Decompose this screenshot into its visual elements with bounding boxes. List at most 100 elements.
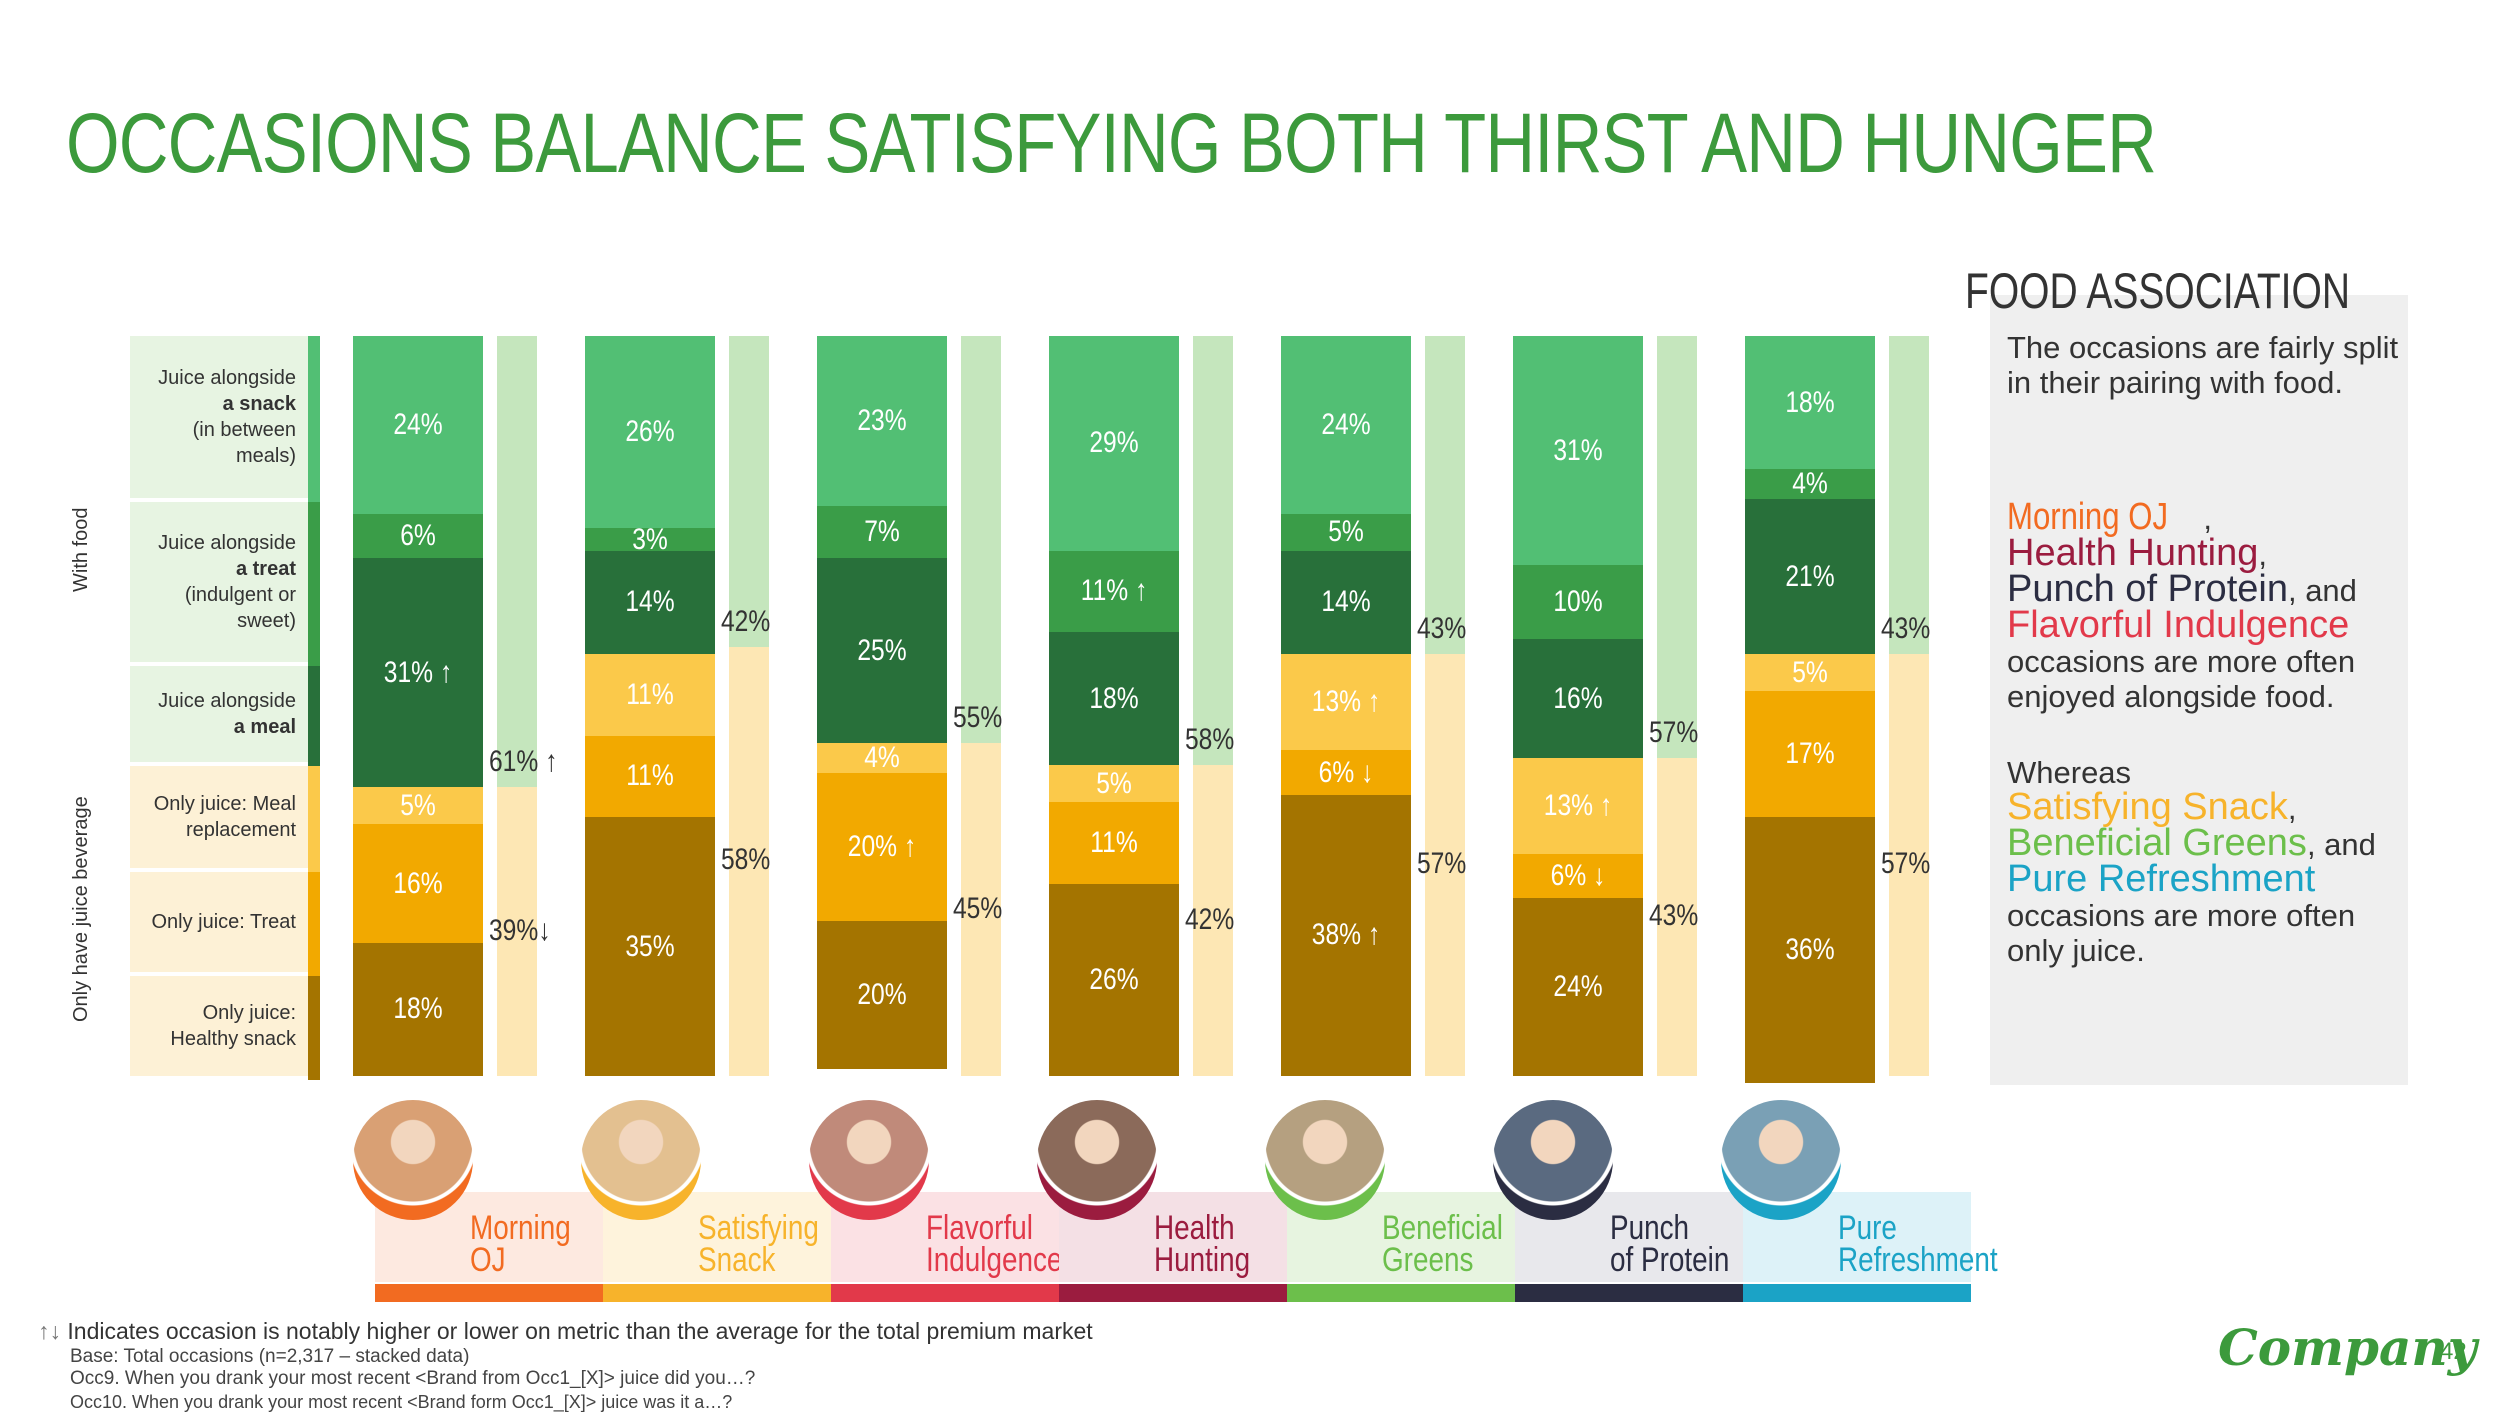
total-bar-only-juice [1657, 757, 1697, 1076]
occasion-color-bar [375, 1284, 603, 1302]
occasion-color-bar [603, 1284, 831, 1302]
bar-segment [353, 336, 483, 514]
row-label-text: Juice alongside [158, 690, 296, 712]
bar-segment [353, 787, 483, 825]
group-label-with-food: With food [70, 507, 92, 592]
total-label-with-food: 57% [1649, 715, 1699, 749]
side-title: FOOD ASSOCIATION [1965, 263, 2351, 319]
base-note: Base: Total occasions (n=2,317 – stacked… [70, 1346, 470, 1367]
total-label-with-food: 55% [953, 701, 1003, 734]
bar-segment [1281, 794, 1411, 1076]
occasion-photo [1265, 1100, 1385, 1220]
total-label-only-juice: 42% [1185, 902, 1235, 936]
data-label: 21% [1785, 559, 1835, 593]
data-label: 14% [1321, 585, 1371, 619]
bar-segment [585, 550, 715, 655]
total-label-only-juice: 57% [1417, 847, 1467, 881]
data-label: 5% [1096, 766, 1132, 800]
bar-segment [1745, 336, 1875, 470]
total-label-only-juice: 45% [953, 891, 1003, 925]
bar-segment [1745, 691, 1875, 817]
legend-swatch [308, 976, 320, 1080]
row-bg-only-treat [130, 872, 308, 972]
row-bg-healthy [130, 976, 308, 1076]
row-bg-meal [130, 666, 308, 762]
bar-segment [1281, 550, 1411, 655]
data-label: 3% [632, 522, 668, 556]
bar-segment [817, 558, 947, 743]
bar-segment [1745, 817, 1875, 1084]
row-label-post: (in between meals) [192, 419, 296, 467]
total-bar-only-juice [1193, 765, 1233, 1076]
total-bar-only-juice [1425, 654, 1465, 1076]
data-label: 31% ↑ [383, 655, 453, 689]
row-label-post: (indulgent or sweet) [184, 584, 296, 632]
row-bg-mealrep [130, 766, 308, 868]
bar-segment [1281, 513, 1411, 551]
data-label: 23% [857, 404, 907, 438]
row-label: Only juice: Meal replacement [130, 766, 310, 868]
total-label-only-juice: 57% [1881, 847, 1931, 881]
occasion-name: Flavorful Indulgence [926, 1209, 1063, 1279]
data-label: 7% [864, 515, 900, 549]
data-label: 5% [1328, 515, 1364, 549]
total-bar-with-food [1889, 336, 1929, 655]
total-label-with-food: 61% ↑ [489, 745, 558, 779]
group-label-only-juice: Only have juice beverage [70, 796, 92, 1022]
hl-morning-oj: Morning OJ [2007, 496, 2169, 538]
occasion-name: Beneficial Greens [1382, 1209, 1503, 1279]
legend-swatch [308, 502, 320, 666]
legend-swatch [308, 336, 320, 502]
sep: , [2203, 501, 2213, 536]
row-bg-treat [130, 502, 308, 662]
data-label: 17% [1785, 737, 1835, 771]
data-label: 11% [1090, 825, 1138, 859]
total-bar-with-food [729, 336, 769, 647]
occasion-name: Satisfying Snack [698, 1209, 819, 1279]
bar-segment [585, 817, 715, 1076]
row-label-bold: a treat [235, 558, 296, 580]
data-label: 20% ↑ [847, 829, 917, 863]
data-label: 11% [626, 677, 674, 711]
data-label: 13% ↑ [1311, 685, 1381, 719]
data-label: 26% [625, 415, 675, 449]
total-bar-with-food [497, 336, 537, 788]
page-title: OCCASIONS BALANCE SATISFYING BOTH THIRST… [66, 96, 2157, 190]
hl-satisfying-snack: Satisfying Snack [2007, 786, 2288, 828]
data-label: 24% [1553, 970, 1603, 1004]
bar-segment [1745, 654, 1875, 692]
total-bar-only-juice [1889, 654, 1929, 1076]
occasion-name: Health Hunting [1154, 1209, 1251, 1279]
total-label-only-juice: 43% [1649, 898, 1699, 932]
row-label: Juice alongside a treat (indulgent or swee… [130, 502, 310, 662]
bar-segment [353, 513, 483, 558]
sep: , and [2306, 827, 2376, 862]
side-paragraph-3: Whereas Satisfying Snack, Beneficial Gre… [2007, 755, 2407, 968]
bar-segment [1049, 550, 1179, 632]
bar-segment [1049, 802, 1179, 884]
data-label: 6% ↓ [1550, 859, 1606, 893]
data-label: 16% [393, 866, 443, 900]
bar-segment [1745, 498, 1875, 655]
bar-segment [817, 920, 947, 1069]
hl-pure-refreshment: Pure Refreshment [2007, 858, 2316, 900]
row-label: Only juice: Healthy snack [130, 976, 310, 1076]
bar-segment [585, 735, 715, 817]
data-label: 31% [1553, 433, 1603, 467]
bar-segment [585, 336, 715, 529]
data-label: 20% [857, 977, 907, 1011]
hl-punch-of-protein: Punch of Protein [2007, 568, 2288, 610]
data-label: 4% [864, 740, 900, 774]
occasion-color-bar [831, 1284, 1059, 1302]
legend-swatch [308, 766, 320, 872]
total-bar-only-juice [729, 646, 769, 1076]
data-label: 11% [626, 759, 674, 793]
data-label: 16% [1553, 681, 1603, 715]
bar-segment [1513, 565, 1643, 640]
hl-flavorful-indulgence: Flavorful Indulgence [2007, 604, 2350, 646]
bar-segment [1281, 654, 1411, 751]
bar-segment [353, 824, 483, 943]
occasion-photo [809, 1100, 929, 1220]
hl-beneficial-greens: Beneficial Greens [2007, 822, 2307, 864]
footnote-legend: ↑↓ Indicates occasion is notably higher … [38, 1318, 1093, 1345]
